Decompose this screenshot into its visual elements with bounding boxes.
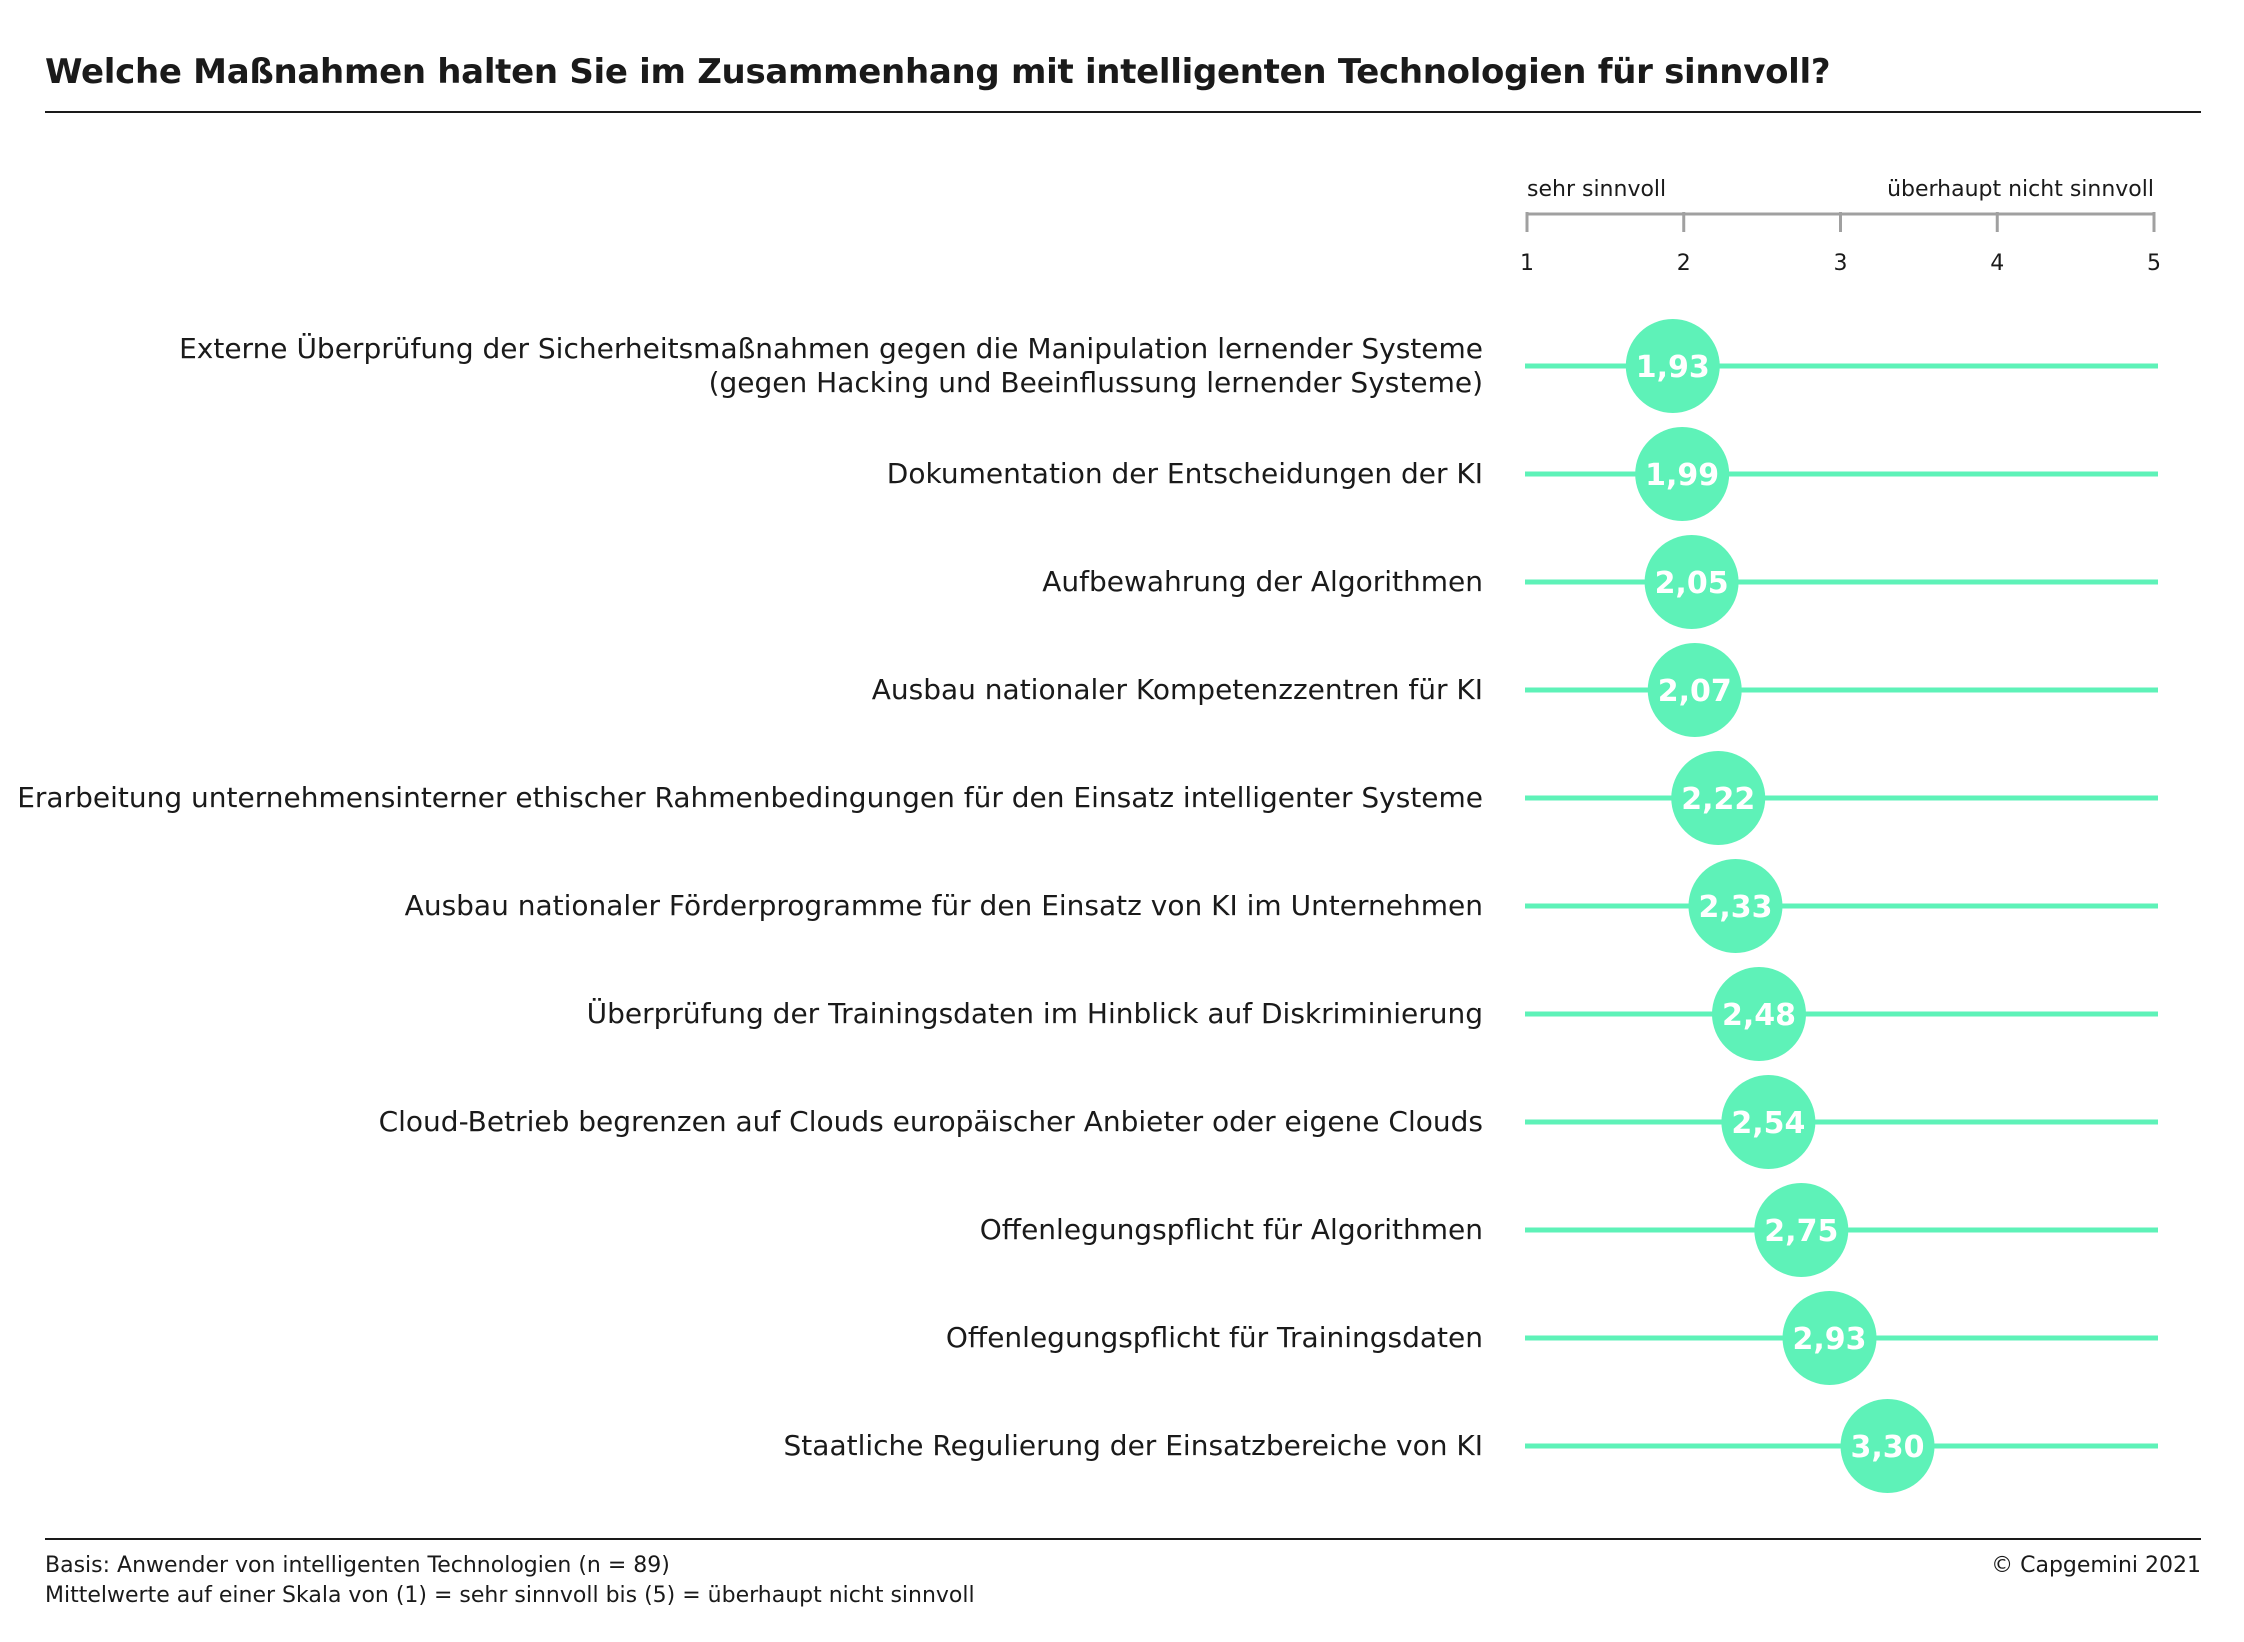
value-label: 1,99 [1645, 458, 1719, 493]
value-dot [1721, 1075, 1816, 1169]
value-label: 2,05 [1655, 566, 1729, 601]
category-label: Erarbeitung unternehmensinterner ethisch… [17, 781, 1483, 814]
value-label: 2,93 [1793, 1322, 1867, 1357]
value-label: 2,48 [1722, 998, 1796, 1033]
scale-tick-label: 1 [1520, 251, 1534, 276]
category-label: Überprüfung der Trainingsdaten im Hinbli… [587, 996, 1483, 1030]
value-label: 2,22 [1681, 782, 1755, 817]
value-dot [1644, 535, 1739, 629]
value-label: 2,33 [1698, 890, 1772, 925]
category-label: Ausbau nationaler Förderprogramme für de… [405, 889, 1483, 922]
value-label: 1,93 [1636, 350, 1710, 385]
footer-divider [45, 1538, 2201, 1540]
scale-tick-label: 2 [1677, 251, 1691, 276]
value-dot [1635, 427, 1730, 521]
value-label: 3,30 [1851, 1430, 1925, 1465]
category-label: Ausbau nationaler Kompetenzzentren für K… [872, 673, 1483, 706]
value-dot [1688, 859, 1783, 953]
value-dot [1625, 319, 1720, 413]
category-label: Aufbewahrung der Algorithmen [1042, 565, 1483, 598]
scale-tick-label: 4 [1990, 251, 2004, 276]
value-dot [1647, 643, 1742, 737]
scale-tick-label: 3 [1834, 251, 1848, 276]
category-label: Staatliche Regulierung der Einsatzbereic… [784, 1429, 1483, 1462]
value-dot [1711, 967, 1806, 1061]
category-label: Externe Überprüfung der Sicherheitsmaßna… [179, 331, 1483, 365]
category-label: Cloud-Betrieb begrenzen auf Clouds europ… [379, 1105, 1483, 1138]
footer-basis: Basis: Anwender von intelligenten Techno… [45, 1553, 670, 1578]
chart-title: Welche Maßnahmen halten Sie im Zusammenh… [45, 52, 1831, 92]
category-label: Dokumentation der Entscheidungen der KI [887, 457, 1483, 490]
dot-chart: sehr sinnvoll überhaupt nicht sinnvoll 1 2 3… [17, 177, 2161, 1493]
value-dot [1782, 1291, 1877, 1385]
value-label: 2,54 [1731, 1106, 1805, 1141]
value-dot [1754, 1183, 1849, 1277]
value-dot [1671, 751, 1766, 845]
category-label: Offenlegungspflicht für Algorithmen [980, 1213, 1483, 1246]
title-divider [45, 111, 2201, 113]
scale-left-label: sehr sinnvoll [1527, 177, 1666, 202]
value-label: 2,07 [1658, 674, 1732, 709]
category-label: (gegen Hacking und Beeinflussung lernend… [709, 366, 1483, 399]
category-label: Offenlegungspflicht für Trainingsdaten [946, 1321, 1483, 1354]
scale-right-label: überhaupt nicht sinnvoll [1887, 177, 2154, 202]
copyright: © Capgemini 2021 [1991, 1553, 2201, 1578]
value-label: 2,75 [1764, 1214, 1838, 1249]
scale-tick-label: 5 [2147, 251, 2161, 276]
value-dot [1840, 1399, 1935, 1493]
footer-scale-note: Mittelwerte auf einer Skala von (1) = se… [45, 1583, 975, 1608]
